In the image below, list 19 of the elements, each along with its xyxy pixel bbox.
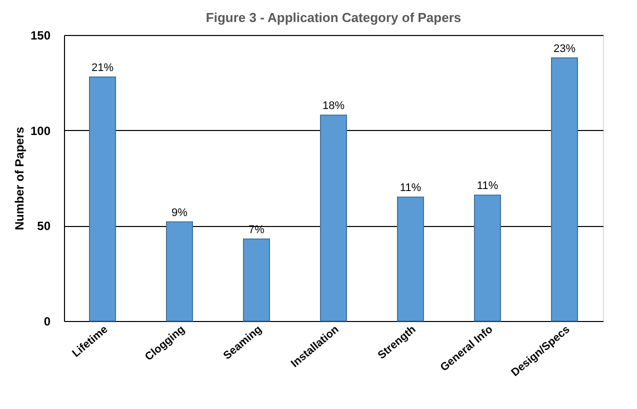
annotation: 11% <box>400 182 422 194</box>
bar <box>243 238 270 322</box>
annotation: 21% <box>91 62 114 74</box>
chart-title: Figure 3 - Application Category of Papers <box>206 10 462 25</box>
bar <box>320 114 347 322</box>
y-tick-label: 150 <box>30 28 51 42</box>
y-tick-label: 50 <box>37 219 51 234</box>
bar <box>474 194 501 322</box>
annotation: 11% <box>476 180 498 192</box>
bar <box>89 76 116 322</box>
bar <box>397 196 424 322</box>
bar <box>166 221 193 322</box>
bar <box>551 57 578 322</box>
y-axis-title: Number of Papers <box>12 126 26 230</box>
annotation: 9% <box>172 206 188 219</box>
annotation: 23% <box>553 42 576 55</box>
annotation: 18% <box>322 100 345 112</box>
y-tick-label: 100 <box>30 124 51 138</box>
y-tick-label: 0 <box>44 314 51 328</box>
